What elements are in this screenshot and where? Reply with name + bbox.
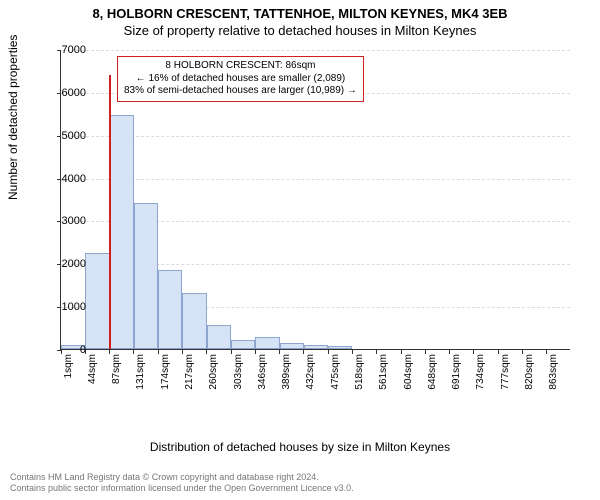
- x-tick-label: 734sqm: [475, 354, 486, 394]
- property-marker-line: [109, 75, 111, 349]
- x-tick-mark: [522, 350, 523, 354]
- gridline: [61, 50, 570, 51]
- annotation-line: 8 HOLBORN CRESCENT: 86sqm: [124, 60, 357, 73]
- x-tick-mark: [352, 350, 353, 354]
- x-tick-label: 1sqm: [63, 354, 74, 394]
- x-tick-mark: [158, 350, 159, 354]
- x-tick-label: 346sqm: [257, 354, 268, 394]
- x-tick-mark: [231, 350, 232, 354]
- x-tick-label: 863sqm: [548, 354, 559, 394]
- y-tick-label: 6000: [46, 87, 86, 99]
- annotation-line: ← 16% of detached houses are smaller (2,…: [124, 73, 357, 86]
- x-tick-label: 777sqm: [500, 354, 511, 394]
- x-tick-mark: [328, 350, 329, 354]
- x-tick-label: 432sqm: [305, 354, 316, 394]
- histogram-bar: [231, 340, 255, 349]
- histogram-bar: [110, 115, 134, 349]
- chart-container: 8, HOLBORN CRESCENT, TATTENHOE, MILTON K…: [0, 0, 600, 500]
- y-tick-label: 4000: [46, 173, 86, 185]
- x-tick-mark: [425, 350, 426, 354]
- x-tick-label: 44sqm: [87, 354, 98, 394]
- chart-area: 8 HOLBORN CRESCENT: 86sqm← 16% of detach…: [60, 50, 570, 395]
- footer-line-2: Contains public sector information licen…: [10, 483, 354, 494]
- x-tick-label: 303sqm: [233, 354, 244, 394]
- histogram-bar: [207, 325, 231, 349]
- x-tick-label: 518sqm: [354, 354, 365, 394]
- footer-attribution: Contains HM Land Registry data © Crown c…: [10, 472, 354, 494]
- y-axis-label: Number of detached properties: [6, 35, 20, 200]
- y-tick-label: 5000: [46, 130, 86, 142]
- y-tick-label: 3000: [46, 215, 86, 227]
- y-tick-label: 0: [46, 344, 86, 356]
- histogram-bar: [158, 270, 182, 349]
- y-tick-label: 2000: [46, 258, 86, 270]
- histogram-bar: [134, 203, 158, 349]
- x-tick-label: 820sqm: [524, 354, 535, 394]
- histogram-bar: [182, 293, 206, 349]
- annotation-line: 83% of semi-detached houses are larger (…: [124, 85, 357, 98]
- x-tick-mark: [498, 350, 499, 354]
- x-tick-label: 389sqm: [281, 354, 292, 394]
- y-tick-label: 1000: [46, 301, 86, 313]
- x-tick-label: 691sqm: [451, 354, 462, 394]
- x-tick-mark: [182, 350, 183, 354]
- histogram-bar: [85, 253, 109, 349]
- x-tick-mark: [255, 350, 256, 354]
- plot-region: 8 HOLBORN CRESCENT: 86sqm← 16% of detach…: [60, 50, 570, 350]
- x-tick-mark: [449, 350, 450, 354]
- footer-line-1: Contains HM Land Registry data © Crown c…: [10, 472, 354, 483]
- x-tick-label: 260sqm: [208, 354, 219, 394]
- x-tick-mark: [401, 350, 402, 354]
- x-tick-label: 475sqm: [330, 354, 341, 394]
- title-address: 8, HOLBORN CRESCENT, TATTENHOE, MILTON K…: [0, 0, 600, 21]
- x-tick-label: 174sqm: [160, 354, 171, 394]
- x-axis-label: Distribution of detached houses by size …: [0, 440, 600, 454]
- histogram-bar: [328, 346, 352, 349]
- x-tick-label: 561sqm: [378, 354, 389, 394]
- histogram-bar: [255, 337, 279, 349]
- annotation-box: 8 HOLBORN CRESCENT: 86sqm← 16% of detach…: [117, 56, 364, 102]
- histogram-bar: [280, 343, 304, 349]
- gridline: [61, 179, 570, 180]
- x-tick-label: 131sqm: [135, 354, 146, 394]
- gridline: [61, 136, 570, 137]
- x-tick-label: 217sqm: [184, 354, 195, 394]
- x-tick-label: 87sqm: [111, 354, 122, 394]
- x-tick-mark: [279, 350, 280, 354]
- y-tick-label: 7000: [46, 44, 86, 56]
- x-tick-label: 648sqm: [427, 354, 438, 394]
- histogram-bar: [304, 345, 328, 349]
- x-tick-label: 604sqm: [403, 354, 414, 394]
- x-tick-mark: [109, 350, 110, 354]
- title-subtitle: Size of property relative to detached ho…: [0, 21, 600, 38]
